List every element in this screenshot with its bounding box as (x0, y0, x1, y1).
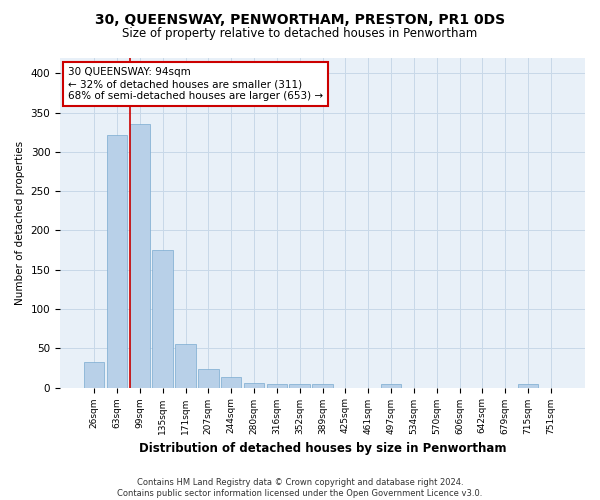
Bar (221, 378, 241, 388)
Bar (152, 250, 173, 388)
Bar (175, 344, 196, 388)
Bar (518, 384, 538, 388)
Bar (312, 384, 333, 388)
Bar (244, 383, 264, 388)
Text: 30 QUEENSWAY: 94sqm
← 32% of detached houses are smaller (311)
68% of semi-detac: 30 QUEENSWAY: 94sqm ← 32% of detached ho… (68, 68, 323, 100)
Bar (107, 134, 127, 388)
Y-axis label: Number of detached properties: Number of detached properties (15, 140, 25, 304)
X-axis label: Distribution of detached houses by size in Penwortham: Distribution of detached houses by size … (139, 442, 506, 455)
Bar (84, 362, 104, 388)
Text: Contains HM Land Registry data © Crown copyright and database right 2024.
Contai: Contains HM Land Registry data © Crown c… (118, 478, 482, 498)
Bar (198, 370, 218, 388)
Bar (289, 384, 310, 388)
Bar (266, 384, 287, 388)
Bar (381, 384, 401, 388)
Text: Size of property relative to detached houses in Penwortham: Size of property relative to detached ho… (122, 28, 478, 40)
Text: 30, QUEENSWAY, PENWORTHAM, PRESTON, PR1 0DS: 30, QUEENSWAY, PENWORTHAM, PRESTON, PR1 … (95, 12, 505, 26)
Bar (130, 124, 150, 388)
